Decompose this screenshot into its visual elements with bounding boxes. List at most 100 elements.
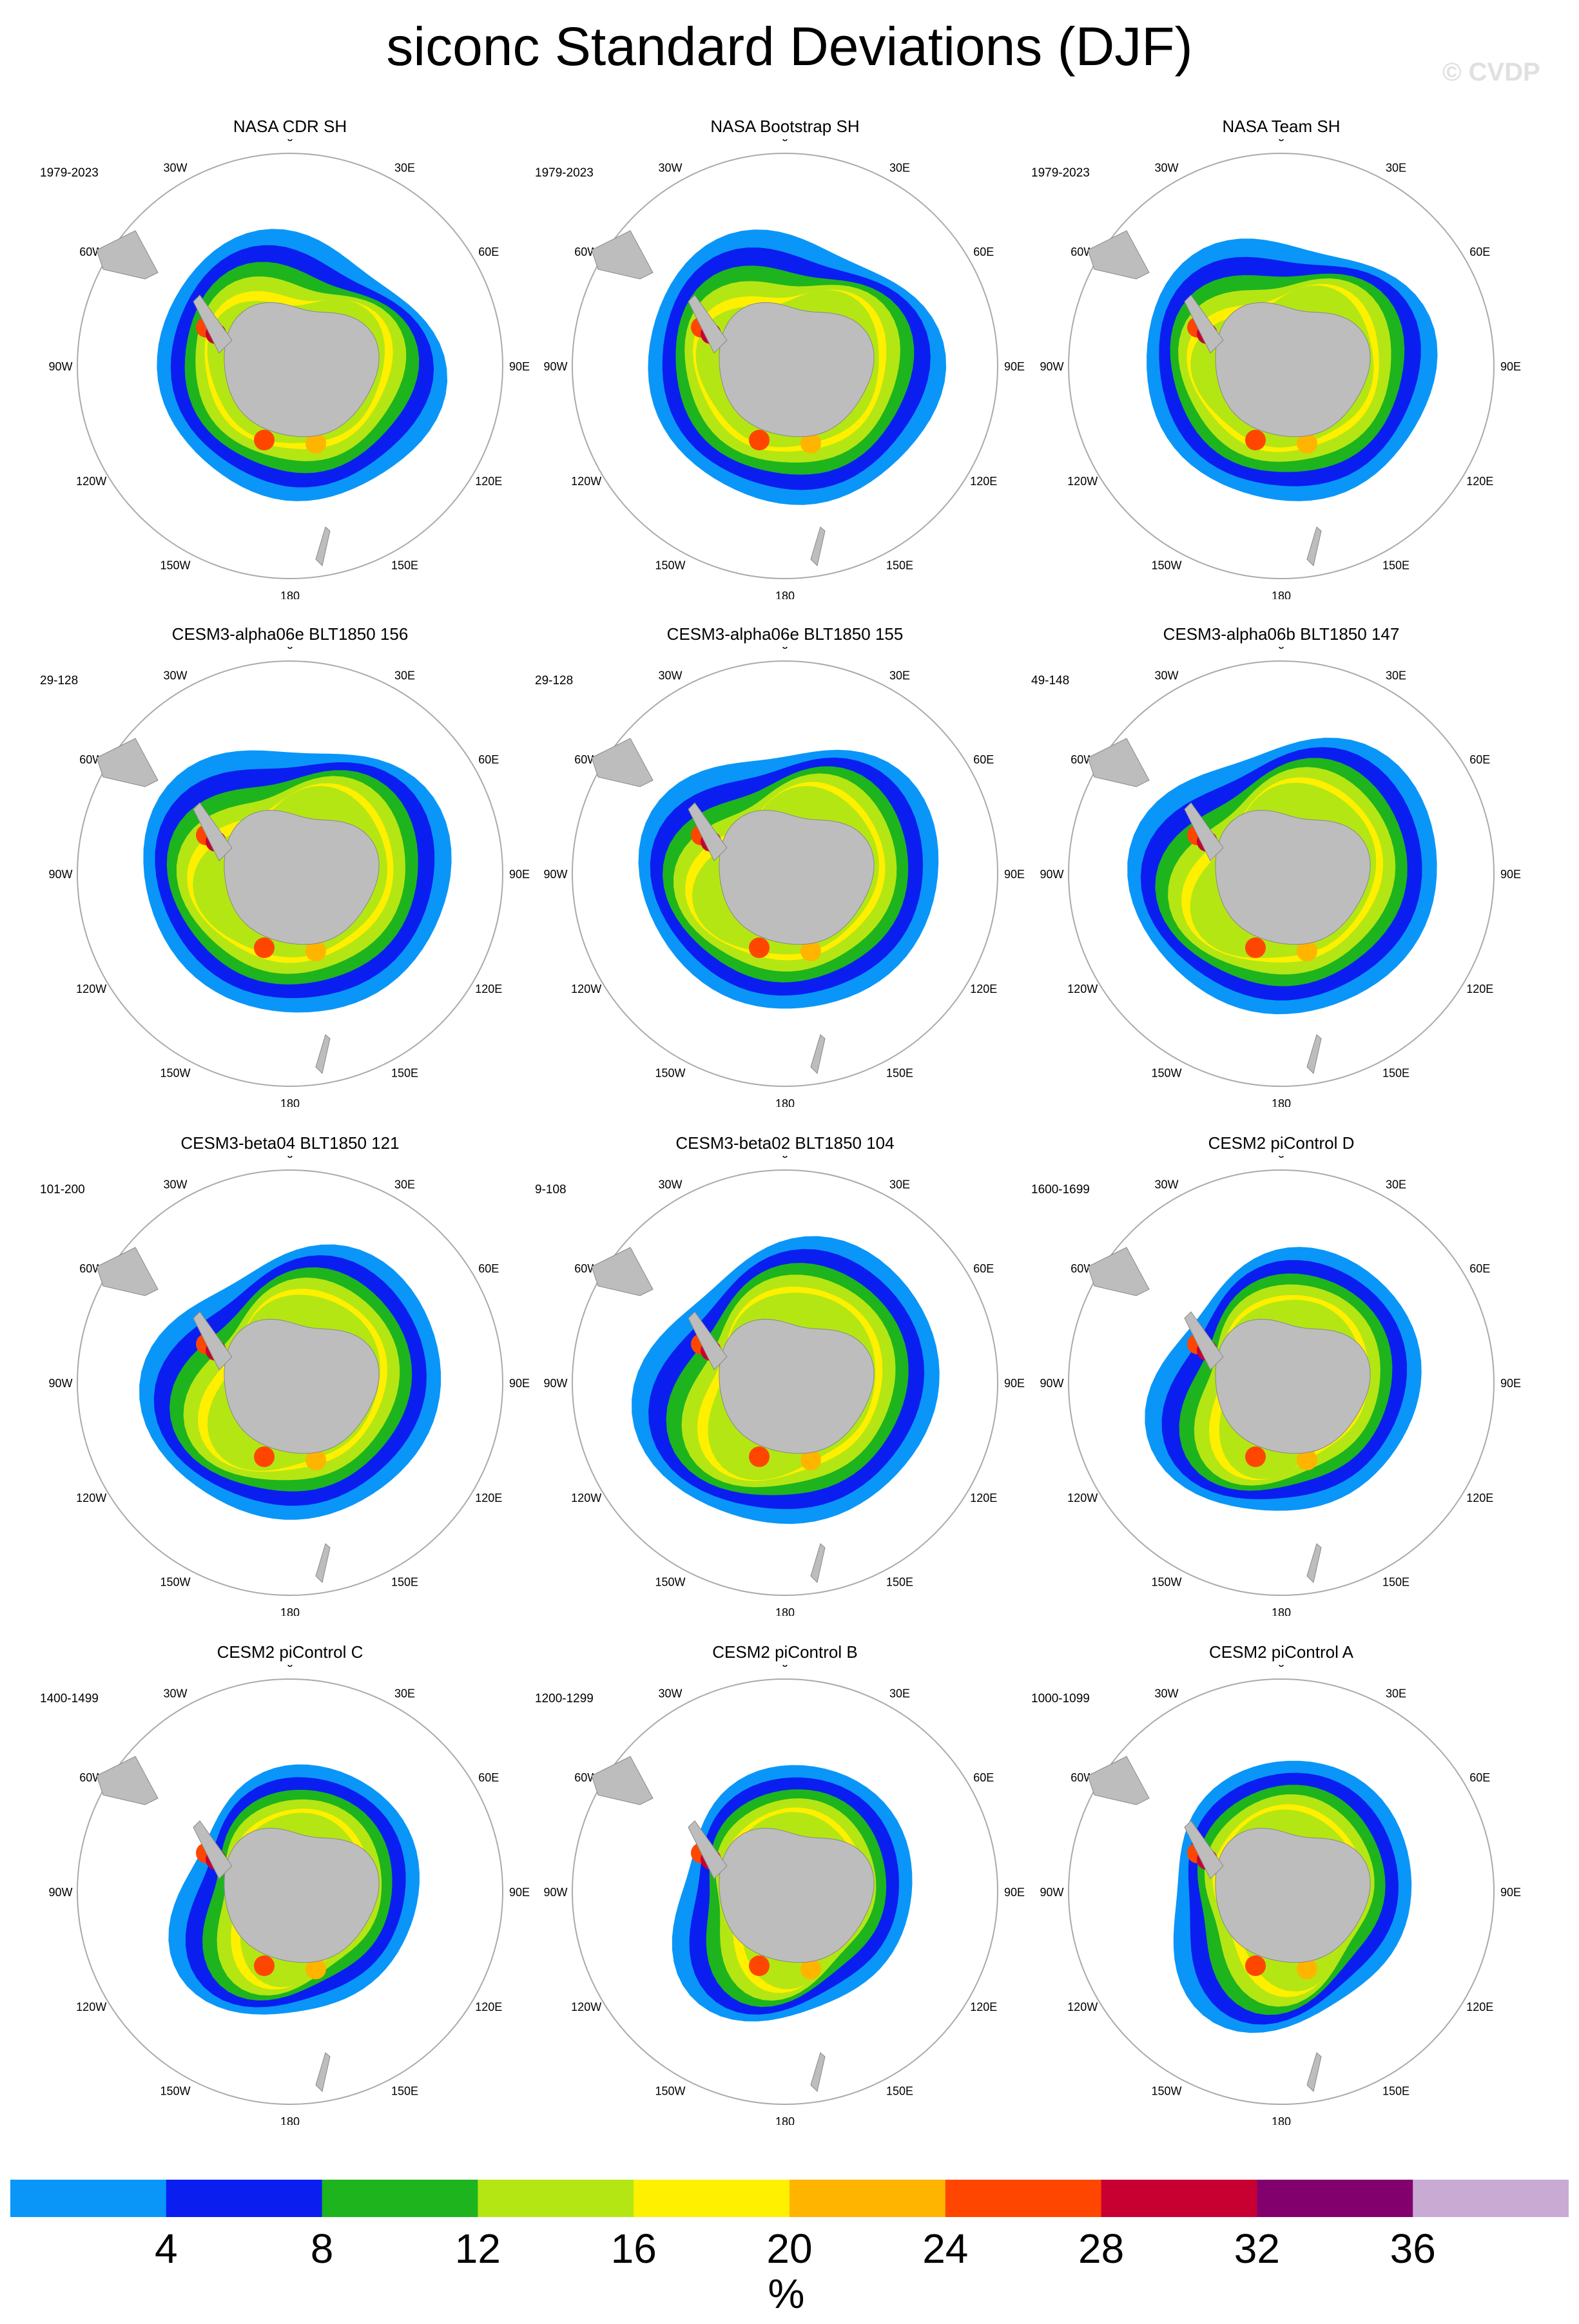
longitude-label: 30E [1386, 162, 1406, 175]
map-panel: CESM3-beta02 BLT1850 104 9-108 0 30E 60E 90E 1… [534, 1133, 1036, 1616]
panel-title: CESM3-alpha06b BLT1850 147 [1163, 624, 1400, 644]
stddev-hotspot [254, 937, 275, 958]
longitude-label: 120W [1067, 2001, 1098, 2013]
longitude-label: 60E [478, 753, 499, 766]
longitude-label: 180 [1272, 1097, 1291, 1107]
longitude-label: 30W [658, 669, 682, 682]
longitude-labels: 0 30E 60E 90E 120E 150E 180 150W 120W 90W 60W 30W [1040, 647, 1521, 1107]
colorbar-tick-label: 12 [454, 2225, 501, 2272]
longitude-label: 150W [655, 2084, 685, 2097]
longitude-label: 60E [1469, 1771, 1490, 1784]
stddev-hotspot [1245, 937, 1266, 958]
polar-map: 0 30E 60E 90E 120E 150E 180 150W 120W 90W 60W 30W [48, 1665, 530, 2125]
antarctic-peninsula [688, 802, 728, 861]
south-america-landmass [591, 230, 654, 280]
colorbar-tick-label: 16 [610, 2225, 657, 2272]
longitude-labels: 0 30E 60E 90E 120E 150E 180 150W 120W 90W 60W 30W [543, 647, 1025, 1107]
longitude-label: 60W [574, 1771, 598, 1784]
antarctic-peninsula [1184, 1311, 1224, 1370]
polar-map: 0 30E 60E 90E 120E 150E 180 150W 120W 90W 60W 30W [1040, 1156, 1521, 1616]
longitude-label: 120E [1466, 983, 1493, 995]
longitude-label: 0 [287, 1156, 293, 1160]
longitude-label: 0 [287, 1665, 293, 1669]
longitude-label: 150W [1151, 1066, 1181, 1079]
polar-map: 0 30E 60E 90E 120E 150E 180 150W 120W 90W 60W 30W [1040, 647, 1521, 1107]
longitude-label: 60E [1469, 245, 1490, 258]
longitude-label: 150E [886, 1575, 913, 1588]
antarctic-peninsula [688, 1820, 728, 1879]
south-america-landmass [1087, 738, 1150, 787]
south-america-landmass [1087, 1247, 1150, 1296]
longitude-label: 60W [1070, 1771, 1094, 1784]
stddev-hotspot [800, 433, 821, 454]
stddev-hotspot [1245, 1446, 1266, 1467]
longitude-label: 120W [571, 2001, 601, 2013]
longitude-label: 90W [543, 360, 567, 373]
colorbar-tick-label: 36 [1390, 2225, 1436, 2272]
longitude-label: 90W [1040, 868, 1063, 881]
longitude-label: 120W [1067, 1492, 1098, 1504]
colorbar-segment [10, 2180, 167, 2217]
longitude-label: 60W [1070, 753, 1094, 766]
longitude-label: 0 [782, 139, 788, 144]
longitude-label: 30E [394, 162, 415, 175]
south-america-landmass [1087, 230, 1150, 280]
longitude-label: 30W [658, 162, 682, 175]
longitude-label: 90E [1500, 1377, 1521, 1390]
longitude-label: 180 [775, 1606, 795, 1616]
longitude-label: 60E [478, 1262, 499, 1275]
longitude-label: 60W [79, 753, 103, 766]
antarctica-landmass [224, 1318, 380, 1454]
longitude-label: 90W [1040, 1377, 1063, 1390]
longitude-labels: 0 30E 60E 90E 120E 150E 180 150W 120W 90W 60W 30W [48, 1665, 530, 2125]
longitude-label: 150W [655, 1066, 685, 1079]
panel-period: 1979-2023 [535, 166, 594, 180]
south-america-landmass [96, 738, 159, 787]
antarctic-peninsula [1184, 294, 1224, 354]
new-zealand-landmass [315, 2052, 331, 2092]
panel-title: NASA Bootstrap SH [710, 117, 860, 136]
watermark: © CVDP [1442, 58, 1540, 86]
colorbar-segment [945, 2180, 1102, 2217]
longitude-label: 60W [79, 1262, 103, 1275]
colorbar-segment [166, 2180, 323, 2217]
colorbar-units: % [768, 2271, 805, 2317]
longitude-label: 150W [1151, 559, 1181, 571]
longitude-label: 120E [475, 475, 502, 488]
longitude-label: 180 [775, 590, 795, 599]
polar-map: 0 30E 60E 90E 120E 150E 180 150W 120W 90W 60W 30W [48, 647, 530, 1107]
stddev-hotspot [1297, 1959, 1317, 1979]
longitude-label: 30W [1154, 1178, 1178, 1191]
colorbar-segment [790, 2180, 946, 2217]
longitude-label: 120E [970, 475, 997, 488]
polar-map: 0 30E 60E 90E 120E 150E 180 150W 120W 90W 60W 30W [1040, 139, 1521, 599]
longitude-label: 150E [391, 1575, 418, 1588]
longitude-label: 150W [1151, 2084, 1181, 2097]
colorbar-segment [1413, 2180, 1569, 2217]
longitude-label: 150W [655, 559, 685, 571]
south-america-landmass [96, 230, 159, 280]
longitude-label: 0 [1278, 139, 1284, 144]
south-america-landmass [591, 1756, 654, 1805]
panel-period: 1979-2023 [40, 166, 99, 180]
longitude-label: 0 [1278, 1665, 1284, 1669]
panel-period: 101-200 [40, 1183, 85, 1196]
longitude-label: 90E [509, 1886, 530, 1899]
longitude-label: 90E [1004, 1377, 1025, 1390]
antarctic-peninsula [193, 1820, 233, 1879]
longitude-label: 180 [280, 1606, 300, 1616]
longitude-label: 90E [1500, 360, 1521, 373]
longitude-label: 90E [1500, 1886, 1521, 1899]
antarctica-landmass [1215, 1827, 1371, 1963]
longitude-label: 180 [1272, 590, 1291, 599]
longitude-label: 60E [478, 1771, 499, 1784]
longitude-label: 120E [475, 983, 502, 995]
map-panel: NASA Team SH 1979-2023 0 30E 60E 90E 120E 150E 1… [1030, 116, 1533, 599]
panel-period: 29-128 [40, 674, 79, 687]
longitude-label: 150E [886, 559, 913, 571]
longitude-label: 60E [1469, 753, 1490, 766]
longitude-label: 150E [391, 559, 418, 571]
colorbar-segment [634, 2180, 790, 2217]
stddev-hotspot [254, 1446, 275, 1467]
new-zealand-landmass [1306, 1034, 1322, 1074]
